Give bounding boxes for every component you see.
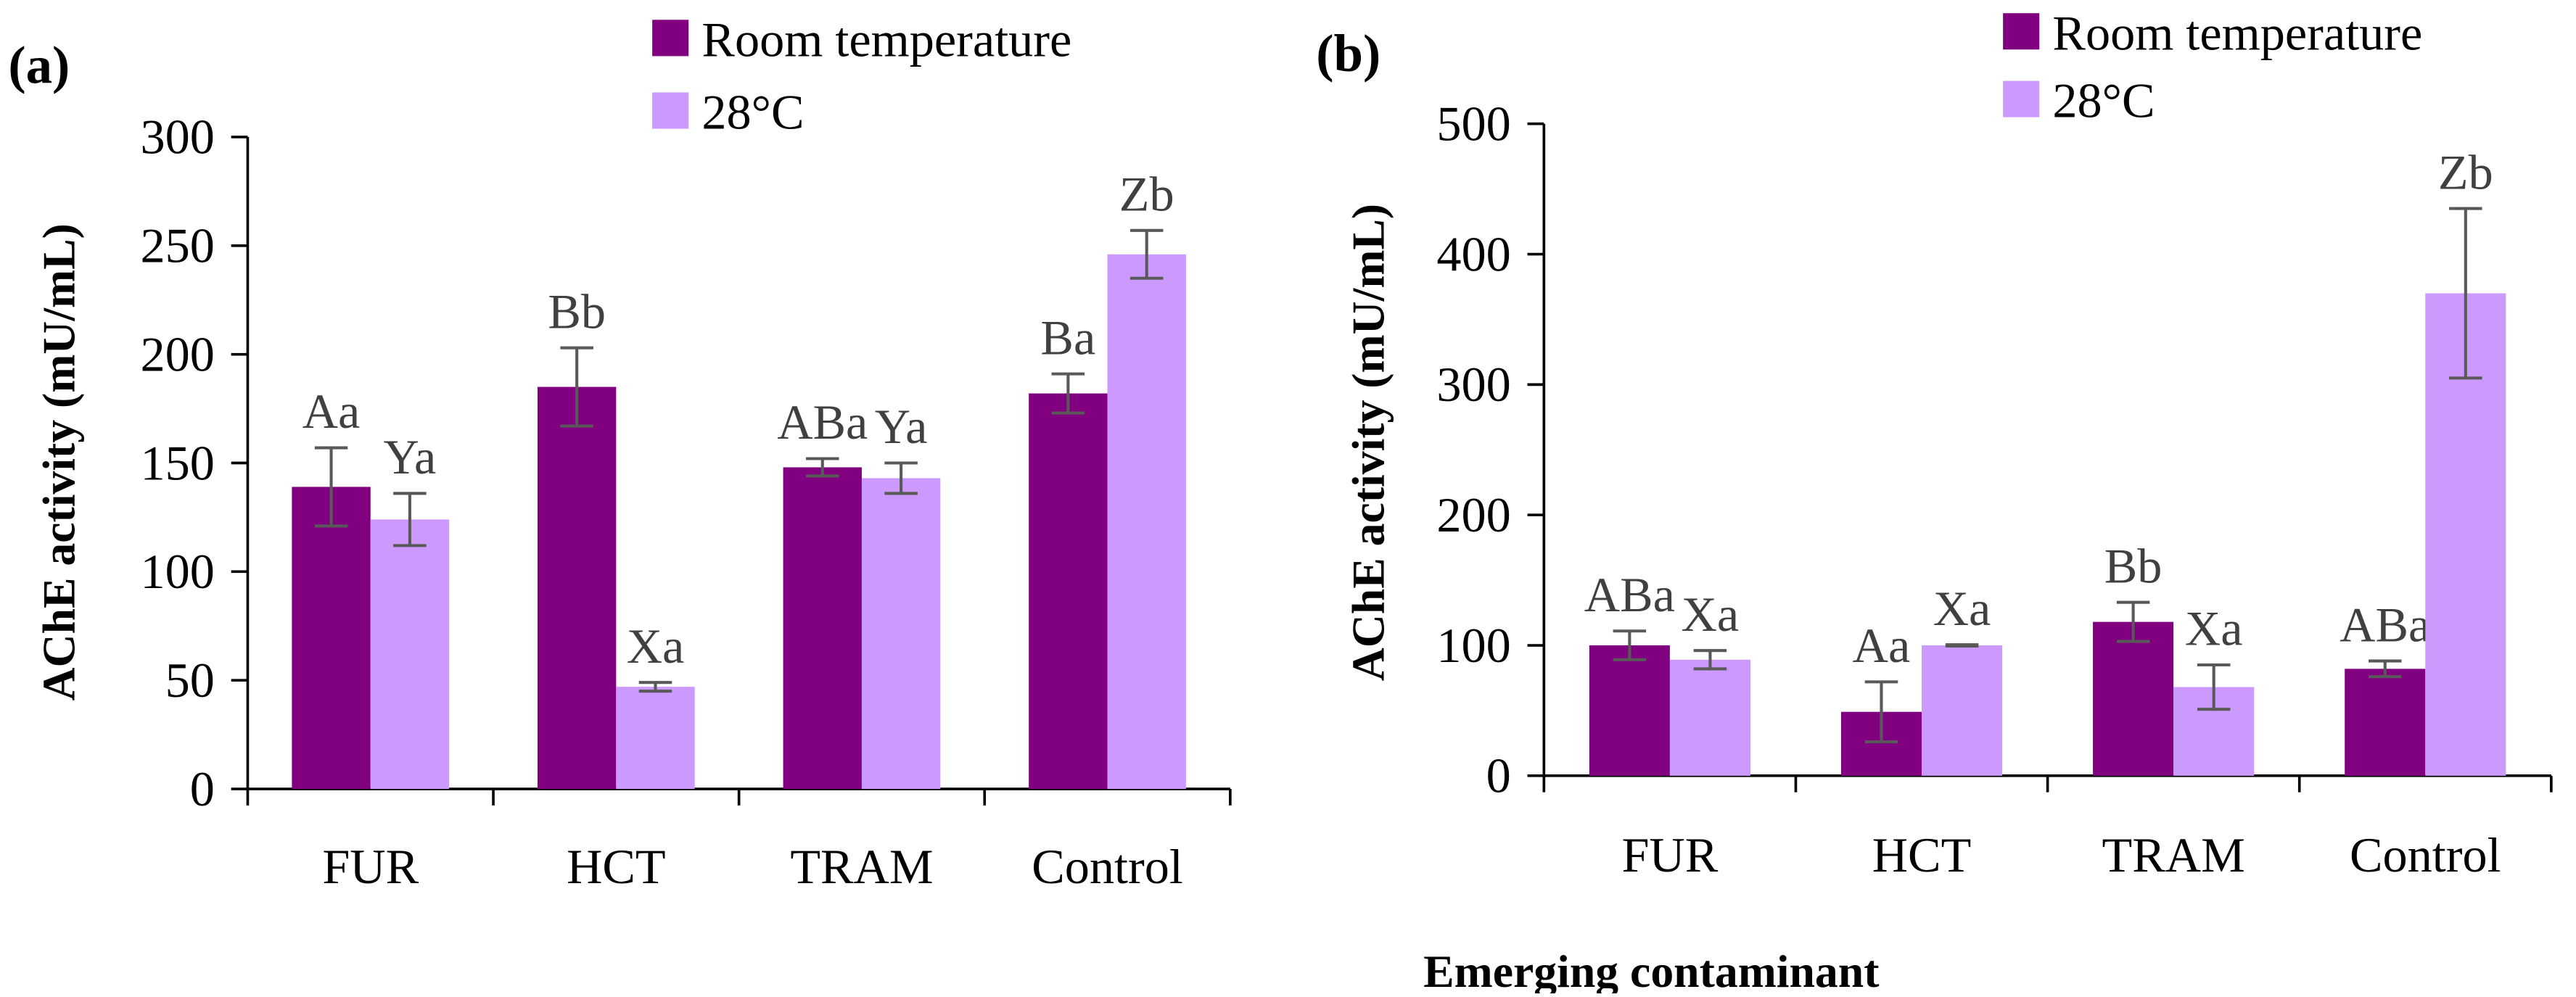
y-tick-label: 200	[141, 326, 215, 381]
significance-letter: ABa	[2340, 597, 2430, 652]
x-category-label: FUR	[1621, 827, 1718, 882]
significance-letter: Zb	[2438, 144, 2493, 199]
bar-28c-hct	[616, 687, 695, 790]
x-category-label: Control	[2350, 827, 2501, 882]
bar-28c-control	[1107, 254, 1186, 790]
x-category-label: TRAM	[2102, 827, 2245, 882]
legend-swatch-room-temperature	[2003, 13, 2040, 50]
x-category-label: TRAM	[790, 839, 933, 894]
significance-letter: Ya	[875, 399, 928, 454]
significance-letter: Ya	[384, 429, 437, 484]
x-axis-title: Emerging contaminant	[1423, 946, 1879, 993]
legend-swatch-28c	[652, 92, 689, 129]
legend-label-room-temperature: Room temperature	[2052, 5, 2422, 60]
x-category-label: FUR	[322, 839, 419, 894]
bar-28c-fur	[1669, 659, 1750, 776]
significance-letter: Aa	[303, 384, 361, 439]
bar-room-temperature-control	[1029, 393, 1108, 790]
significance-letter: Xa	[2185, 601, 2243, 656]
legend: Room temperature 28°C	[652, 12, 1071, 140]
bar-room-temperature-hct	[537, 386, 617, 790]
legend-label-room-temperature: Room temperature	[701, 12, 1071, 67]
x-category-label: HCT	[567, 839, 666, 894]
significance-letter: Aa	[1853, 618, 1911, 673]
significance-letter: Zb	[1119, 166, 1174, 221]
significance-letter: ABa	[777, 394, 868, 450]
legend-swatch-room-temperature	[652, 20, 689, 57]
significance-letter: Bb	[2104, 538, 2163, 593]
y-axis-title: AChE activity (mU/mL)	[33, 223, 84, 700]
y-tick-label: 100	[1436, 618, 1510, 673]
bar-room-temperature-control	[2345, 669, 2426, 776]
x-category-label: Control	[1032, 839, 1183, 894]
significance-letter: Xa	[1682, 587, 1740, 642]
panel-label: (a)	[8, 36, 70, 94]
bar-28c-fur	[370, 519, 450, 790]
y-tick-label: 300	[1436, 357, 1510, 412]
significance-letter: Xa	[627, 619, 685, 674]
significance-letter: ABa	[1584, 567, 1675, 622]
y-tick-label: 400	[1436, 226, 1510, 281]
bar-room-temperature-fur	[292, 487, 371, 790]
y-tick-label: 0	[190, 761, 215, 816]
bar-28c-hct	[1922, 645, 2003, 776]
bar-room-temperature-tram	[2093, 621, 2174, 776]
y-tick-label: 50	[165, 653, 215, 708]
bar-28c-tram	[861, 478, 941, 790]
y-tick-label: 300	[141, 109, 215, 165]
significance-letter: Ba	[1040, 310, 1095, 365]
significance-letter: Bb	[548, 284, 606, 339]
y-tick-label: 500	[1436, 96, 1510, 151]
y-tick-label: 100	[141, 544, 215, 599]
y-tick-label: 250	[141, 218, 215, 273]
bar-room-temperature-fur	[1589, 645, 1670, 776]
legend-swatch-28c	[2003, 80, 2040, 117]
legend-label-28c: 28°C	[2052, 73, 2155, 128]
y-tick-label: 150	[141, 435, 215, 490]
panel-label: (b)	[1316, 24, 1380, 83]
chart-panel-a: (a) 0 50 100 150 200 250 300 FUR Aa Ya HCT Bb Xa TRAM A…	[8, 12, 1879, 997]
x-category-label: HCT	[1872, 827, 1972, 882]
y-axis-title: AChE activity (mU/mL)	[1343, 204, 1394, 681]
significance-letter: Xa	[1933, 581, 1991, 636]
y-tick-label: 200	[1436, 487, 1510, 542]
legend-label-28c: 28°C	[701, 85, 804, 140]
legend: Room temperature 28°C	[2003, 5, 2422, 128]
y-tick-label: 0	[1486, 748, 1511, 803]
bar-room-temperature-tram	[783, 467, 862, 790]
